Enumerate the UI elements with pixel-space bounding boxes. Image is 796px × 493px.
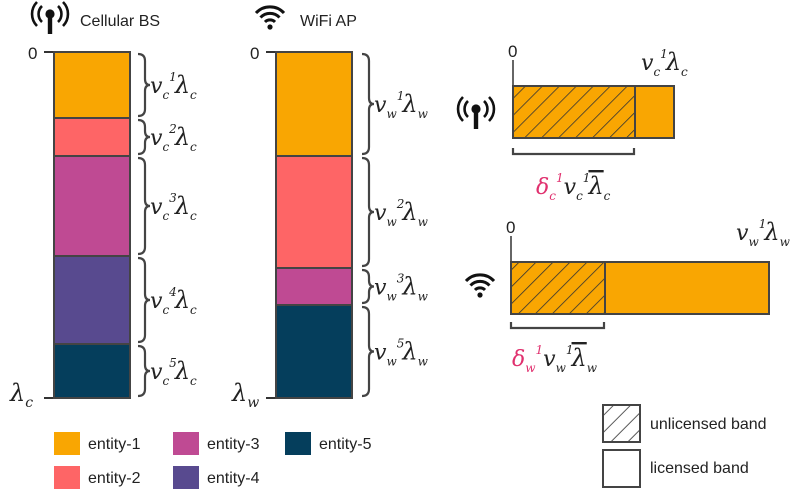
legend-label-entity-2: entity-2 xyxy=(88,470,141,487)
wifi-label-entity-3: vw3λw xyxy=(374,272,429,304)
wifi-label-entity-1: vw1λw xyxy=(374,89,429,121)
wifi-segment-entity-5 xyxy=(275,304,353,399)
cell-lambda-bottom: λc xyxy=(9,379,33,411)
wifi-lambda-bottom: λw xyxy=(231,379,259,411)
cell-segment-entity-1 xyxy=(53,51,131,119)
wifi-band-top-label: vw1λw xyxy=(736,217,791,249)
legend-swatch-entity-3 xyxy=(173,432,199,455)
unlicensed-swatch xyxy=(602,404,641,443)
wifi-zero-label: 0 xyxy=(250,44,259,63)
cell-band-bottom-label: δc1vc1λc xyxy=(536,171,611,203)
cell-segment-entity-5 xyxy=(53,343,131,399)
wifi-segment-entity-3 xyxy=(275,267,353,306)
wifi-brace-1 xyxy=(361,52,375,156)
unlicensed-label: unlicensed band xyxy=(650,416,767,433)
legend-swatch-entity-4 xyxy=(173,466,199,489)
wifi-label-entity-5: vw5λw xyxy=(374,337,429,369)
cell-label-entity-1: vc1λc xyxy=(150,70,197,102)
cell-label-entity-3: vc3λc xyxy=(150,191,197,223)
wifi-band-bracket xyxy=(509,322,606,330)
legend: entity-1 entity-2 entity-3 entity-4 entity-5 xyxy=(54,432,372,489)
cell-segment-entity-4 xyxy=(53,255,131,345)
wifi-brace-2 xyxy=(361,156,375,268)
wifi-band-zero-label: 0 xyxy=(506,218,515,237)
licensed-label: licensed band xyxy=(650,460,749,477)
cell-brace-4 xyxy=(137,256,151,344)
wifi-icon xyxy=(254,5,286,32)
cell-band-top-label: vc1λc xyxy=(641,47,688,79)
cell-segment-entity-3 xyxy=(53,155,131,257)
wifi-segment-entity-2 xyxy=(275,155,353,269)
wifi-band-diagram: 0 vw1λw δw1vw1λw xyxy=(464,217,791,375)
cellular-bs-label: Cellular BS xyxy=(80,13,160,30)
wifi-band-hatch xyxy=(510,261,606,315)
cell-zero-label: 0 xyxy=(28,44,37,63)
legend-label-entity-1: entity-1 xyxy=(88,436,141,453)
cell-band-bracket xyxy=(511,148,636,156)
wifi-ap-label: WiFi AP xyxy=(300,13,357,30)
cell-tower-icon xyxy=(30,0,70,36)
cell-brace-3 xyxy=(137,156,151,256)
wifi-brace-3 xyxy=(361,268,375,305)
cell-label-entity-2: vc2λc xyxy=(150,122,197,154)
legend-label-entity-3: entity-3 xyxy=(207,436,260,453)
cell-label-entity-4: vc4λc xyxy=(150,285,197,317)
licensed-swatch xyxy=(602,449,641,488)
cell-band-zero-label: 0 xyxy=(508,42,517,61)
wifi-band-bottom-label: δw1vw1λw xyxy=(512,343,598,375)
legend-swatch-entity-5 xyxy=(285,432,311,455)
cell-band-tower-icon xyxy=(456,95,496,131)
wifi-segment-entity-1 xyxy=(275,51,353,157)
wifi-stack: 0 vw1λw vw2λw vw3λw vw5λw λw xyxy=(231,44,429,411)
cell-brace-1 xyxy=(137,52,151,118)
wifi-band-icon xyxy=(464,273,496,300)
cell-brace-5 xyxy=(137,344,151,398)
legend-swatch-entity-1 xyxy=(54,432,80,455)
cell-segment-entity-2 xyxy=(53,117,131,157)
cell-band-hatch xyxy=(512,85,636,139)
cell-band-diagram: 0 vc1λc δc1vc1λc xyxy=(456,42,688,203)
cellular-stack: 0 vc1λc vc2λc vc3λc vc4λc vc5λc λc xyxy=(9,44,197,411)
legend-label-entity-4: entity-4 xyxy=(207,470,260,487)
legend-swatch-entity-2 xyxy=(54,466,80,489)
cell-label-entity-5: vc5λc xyxy=(150,356,197,388)
legend-label-entity-5: entity-5 xyxy=(319,436,372,453)
wifi-label-entity-2: vw2λw xyxy=(374,197,429,229)
wifi-brace-4 xyxy=(361,305,375,398)
band-legend: unlicensed band licensed band xyxy=(602,404,767,488)
cell-brace-2 xyxy=(137,118,151,156)
